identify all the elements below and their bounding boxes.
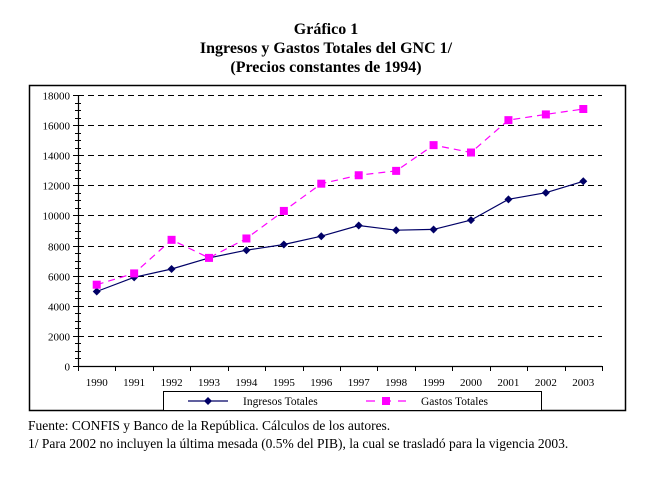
y-tick-label: 10000 xyxy=(43,211,71,223)
y-tick-labels: 0 2000 4000 6000 8000 10000 12000 14000 16000 180… xyxy=(43,91,71,374)
series-group xyxy=(92,105,588,296)
y-tick-label: 4000 xyxy=(48,302,71,314)
data-point xyxy=(92,287,101,296)
data-point xyxy=(167,235,176,244)
series-line xyxy=(96,108,584,286)
data-point xyxy=(242,246,251,255)
x-tick-label: 1998 xyxy=(385,377,408,389)
data-point xyxy=(579,177,588,186)
x-tick-label: 1995 xyxy=(273,377,296,389)
legend-box xyxy=(163,391,542,411)
legend: Ingresos Totales Gastos Totales xyxy=(163,391,542,411)
data-point xyxy=(317,232,326,241)
series-line xyxy=(96,180,584,293)
data-point xyxy=(279,206,288,215)
series-gastos-totales xyxy=(92,105,588,289)
data-point xyxy=(130,269,139,278)
legend-marker xyxy=(382,397,390,405)
x-tick-label: 1997 xyxy=(348,377,371,389)
axes xyxy=(73,95,603,371)
data-point xyxy=(579,105,588,114)
footnote: 1/ Para 2002 no incluyen la última mesad… xyxy=(28,436,569,451)
x-tick-label: 2002 xyxy=(535,377,557,389)
legend-entry: Gastos Totales xyxy=(366,396,489,408)
data-point xyxy=(392,226,401,235)
data-point xyxy=(429,225,438,234)
chart-title: Gráfico 1 xyxy=(293,21,359,38)
data-point xyxy=(92,280,101,289)
legend-entry: Ingresos Totales xyxy=(188,396,318,408)
y-tick-label: 16000 xyxy=(43,121,71,133)
x-tick-label: 1999 xyxy=(423,377,446,389)
data-point xyxy=(467,148,475,157)
data-point xyxy=(541,110,550,119)
data-point xyxy=(317,179,326,188)
x-tick-label: 1992 xyxy=(161,377,183,389)
chart-title-block: Gráfico 1 Ingresos y Gastos Totales del … xyxy=(0,20,652,77)
data-point xyxy=(354,171,363,180)
x-tick-labels: 1990 1991 1992 1993 1994 1995 1996 1997 1998 1999… xyxy=(86,377,595,389)
y-tick-label: 6000 xyxy=(48,272,71,284)
y-tick-label: 8000 xyxy=(48,242,71,254)
data-point xyxy=(392,166,401,175)
data-point xyxy=(467,216,475,225)
chart-subtitle-line-1: Ingresos y Gastos Totales del GNC 1/ xyxy=(199,40,453,57)
x-tick-label: 1994 xyxy=(235,377,258,389)
y-tick-label: 0 xyxy=(65,362,71,374)
series-ingresos-totales xyxy=(92,177,588,296)
data-point xyxy=(205,253,213,262)
data-point xyxy=(504,195,513,204)
y-tick-label: 14000 xyxy=(43,151,71,163)
chart-notes: Fuente: CONFIS y Banco de la República. … xyxy=(28,417,568,453)
x-tick-label: 1990 xyxy=(86,377,109,389)
y-tick-label: 2000 xyxy=(48,332,71,344)
legend-marker xyxy=(204,397,212,405)
x-tick-label: 2003 xyxy=(572,377,595,389)
x-tick-label: 1993 xyxy=(198,377,221,389)
gridlines xyxy=(78,95,602,337)
legend-label: Gastos Totales xyxy=(421,396,489,408)
y-tick-label: 12000 xyxy=(43,181,71,193)
data-point xyxy=(167,265,176,274)
x-tick-label: 2000 xyxy=(460,377,483,389)
data-point xyxy=(504,116,513,125)
data-point xyxy=(242,234,251,243)
x-tick-label: 1996 xyxy=(310,377,333,389)
data-point xyxy=(541,188,550,197)
x-tick-label: 2001 xyxy=(497,377,519,389)
chart-frame xyxy=(28,84,627,412)
x-tick-label: 1991 xyxy=(123,377,145,389)
y-tick-label: 18000 xyxy=(43,91,71,103)
data-point xyxy=(279,240,288,249)
data-point xyxy=(429,141,438,150)
legend-label: Ingresos Totales xyxy=(243,396,318,408)
data-point xyxy=(354,221,363,230)
source-note: Fuente: CONFIS y Banco de la República. … xyxy=(28,418,391,433)
chart-subtitle-line-2: (Precios constantes de 1994) xyxy=(230,59,422,76)
